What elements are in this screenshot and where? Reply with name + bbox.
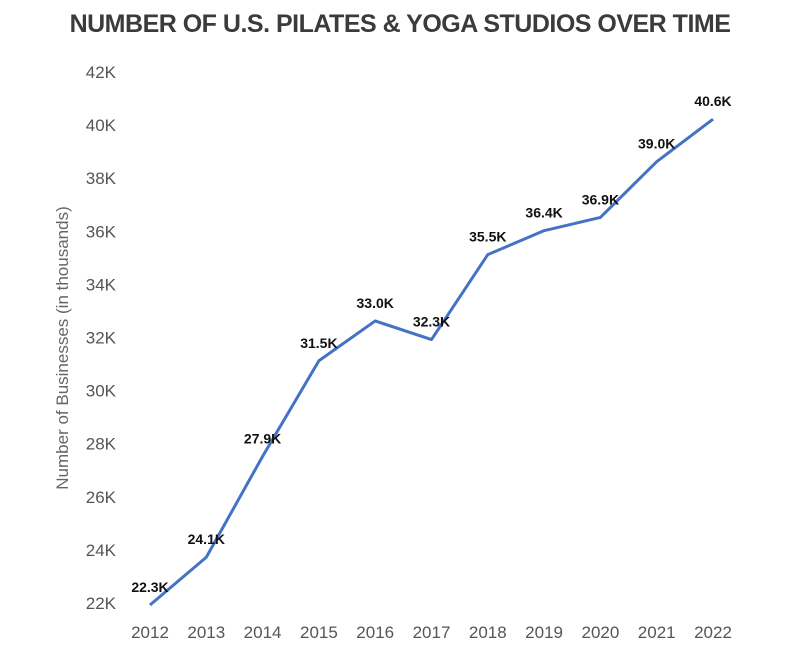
y-tick-label: 28K	[86, 435, 117, 454]
y-tick-label: 36K	[86, 222, 117, 241]
data-label: 36.4K	[525, 205, 562, 221]
series-line	[149, 117, 714, 607]
chart-title: NUMBER OF U.S. PILATES & YOGA STUDIOS OV…	[69, 10, 731, 38]
y-tick-label: 32K	[86, 329, 117, 348]
y-tick-label: 40K	[86, 116, 117, 135]
y-tick-label: 30K	[86, 382, 117, 401]
x-tick-label: 2018	[469, 623, 507, 642]
data-label: 35.5K	[469, 229, 506, 245]
x-tick-label: 2016	[356, 623, 394, 642]
data-label: 33.0K	[357, 295, 394, 311]
data-label: 24.1K	[188, 531, 225, 547]
y-tick-label: 34K	[86, 275, 117, 294]
y-axis-label: Number of Businesses (in thousands)	[53, 206, 72, 489]
data-label: 39.0K	[638, 136, 675, 152]
x-tick-label: 2022	[694, 623, 732, 642]
x-tick-label: 2017	[413, 623, 451, 642]
y-tick-label: 26K	[86, 488, 117, 507]
data-label: 31.5K	[300, 335, 337, 351]
x-tick-label: 2019	[525, 623, 563, 642]
y-tick-label: 22K	[86, 594, 117, 613]
data-label: 22.3K	[131, 579, 168, 595]
x-tick-label: 2015	[300, 623, 338, 642]
data-label: 32.3K	[413, 314, 450, 330]
x-tick-label: 2014	[244, 623, 282, 642]
data-label: 36.9K	[582, 191, 619, 207]
y-tick-label: 38K	[86, 169, 117, 188]
x-tick-label: 2012	[131, 623, 169, 642]
y-tick-label: 24K	[86, 541, 117, 560]
data-label: 40.6K	[694, 93, 731, 109]
data-label: 27.9K	[244, 430, 281, 446]
y-tick-label: 42K	[86, 63, 117, 82]
x-tick-label: 2020	[581, 623, 619, 642]
x-tick-label: 2021	[638, 623, 676, 642]
x-tick-label: 2013	[187, 623, 225, 642]
